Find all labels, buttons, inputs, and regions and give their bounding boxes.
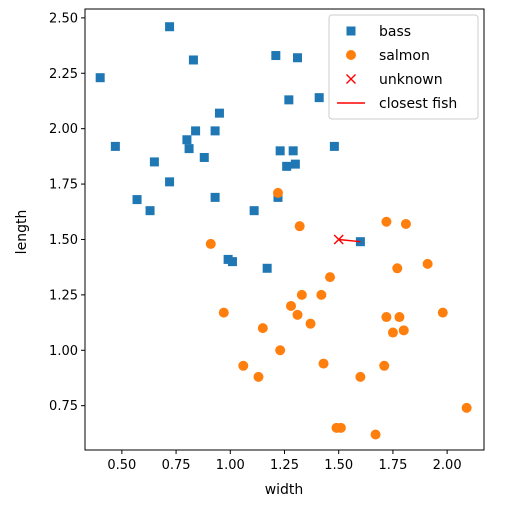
series-salmon: [205, 187, 472, 440]
salmon-point: [218, 307, 229, 318]
salmon-point: [325, 272, 336, 283]
salmon-point: [294, 221, 305, 232]
bass-point: [314, 93, 324, 103]
bass-point: [184, 144, 194, 154]
salmon-point: [257, 323, 268, 334]
salmon-point: [238, 360, 249, 371]
x-tick-label: 1.00: [216, 458, 245, 473]
y-axis: 0.75 1.00 1.25 1.50 1.75 2.00 2.25 2.50: [49, 11, 85, 414]
legend: bass salmon unknown closest fish: [328, 14, 479, 120]
y-tick-label: 2.00: [49, 122, 78, 137]
salmon-point: [381, 312, 392, 323]
bass-point: [165, 22, 175, 32]
x-tick-label: 2.00: [433, 458, 462, 473]
salmon-point: [379, 360, 390, 371]
x-axis-label: width: [265, 482, 304, 498]
bass-point: [329, 141, 339, 151]
bass-point: [145, 206, 155, 216]
x-tick-label: 1.50: [324, 458, 353, 473]
x-tick-label: 0.50: [107, 458, 136, 473]
legend-marker-unknown: [346, 74, 356, 84]
legend-label-closest-fish: closest fish: [379, 96, 457, 112]
x-tick-label: 0.75: [162, 458, 191, 473]
bass-point: [210, 192, 220, 202]
salmon-point: [422, 258, 433, 269]
bass-point: [188, 55, 198, 65]
bass-point: [214, 108, 224, 118]
y-axis-label: length: [14, 210, 30, 255]
salmon-point: [392, 263, 403, 274]
bass-point: [132, 195, 142, 205]
x-axis: 0.50 0.75 1.00 1.25 1.50 1.75 2.00: [107, 450, 462, 473]
salmon-point: [296, 289, 307, 300]
bass-point: [288, 146, 298, 156]
bass-point: [262, 263, 272, 273]
bass-point: [149, 157, 159, 167]
bass-point: [249, 206, 259, 216]
salmon-point: [292, 309, 303, 320]
salmon-point: [394, 312, 405, 323]
salmon-point: [286, 300, 297, 311]
salmon-point: [370, 429, 381, 440]
y-tick-label: 2.25: [49, 67, 78, 82]
bass-point: [275, 146, 285, 156]
bass-point: [282, 161, 292, 171]
salmon-point: [205, 238, 216, 249]
salmon-point: [316, 289, 327, 300]
bass-point: [227, 257, 237, 267]
x-tick-label: 1.75: [378, 458, 407, 473]
salmon-point: [355, 371, 366, 382]
salmon-point: [437, 307, 448, 318]
salmon-point: [275, 345, 286, 356]
series-bass: [95, 22, 365, 273]
x-tick-label: 1.25: [270, 458, 299, 473]
salmon-point: [305, 318, 316, 329]
bass-point: [210, 126, 220, 136]
bass-point: [191, 126, 201, 136]
salmon-point: [381, 216, 392, 227]
legend-box: [328, 14, 479, 120]
salmon-point: [387, 327, 398, 338]
y-tick-label: 1.75: [49, 178, 78, 193]
salmon-point: [400, 218, 411, 229]
bass-point: [199, 152, 209, 162]
salmon-point: [253, 371, 264, 382]
salmon-point: [318, 358, 329, 369]
y-tick-label: 1.00: [49, 344, 78, 359]
bass-point: [165, 177, 175, 187]
legend-marker-bass: [346, 26, 356, 36]
legend-marker-salmon: [346, 50, 356, 60]
y-tick-label: 1.25: [49, 288, 78, 303]
bass-point: [290, 159, 300, 169]
salmon-point: [398, 325, 409, 336]
bass-point: [95, 73, 105, 83]
salmon-point: [335, 422, 346, 433]
bass-point: [271, 51, 281, 61]
salmon-point: [461, 402, 472, 413]
bass-point: [182, 135, 192, 145]
y-tick-label: 2.50: [49, 11, 78, 26]
salmon-point: [272, 187, 283, 198]
legend-label-unknown: unknown: [379, 72, 443, 88]
bass-point: [110, 141, 120, 151]
plot-marks: [95, 22, 472, 440]
legend-label-salmon: salmon: [379, 48, 430, 64]
closest-fish-line: [338, 238, 361, 243]
y-tick-label: 1.50: [49, 233, 78, 248]
bass-point: [284, 95, 294, 105]
legend-label-bass: bass: [379, 24, 411, 40]
bass-point: [293, 53, 303, 63]
y-tick-label: 0.75: [49, 399, 78, 414]
